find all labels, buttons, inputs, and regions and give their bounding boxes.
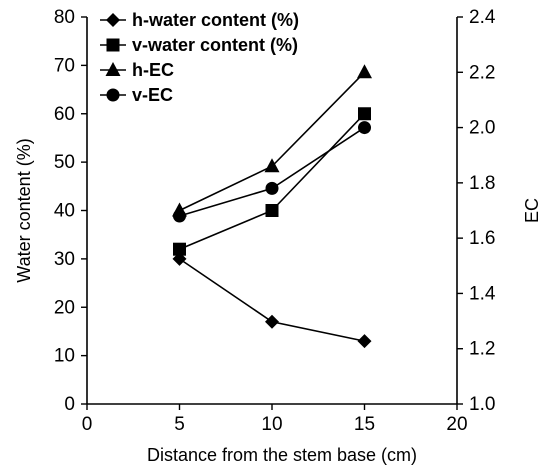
data-point xyxy=(173,242,186,256)
legend-item: v-EC xyxy=(100,85,173,105)
data-point xyxy=(265,204,279,217)
legend-label: v-water content (%) xyxy=(132,35,298,55)
y-left-tick-label: 0 xyxy=(64,394,75,415)
legend-label: v-EC xyxy=(132,85,173,105)
data-point xyxy=(173,209,186,223)
y-right-tick-label: 1.8 xyxy=(469,173,495,194)
legend: h-water content (%) v-water content (%) h-… xyxy=(100,10,299,105)
y-right-tick-label: 2.4 xyxy=(469,7,496,28)
series-layer xyxy=(172,64,372,349)
data-point xyxy=(358,107,371,121)
legend-label: h-EC xyxy=(132,60,174,80)
data-point xyxy=(265,181,279,195)
y-right-tick-label: 2.2 xyxy=(469,62,495,83)
x-axis-title: Distance from the stem base (cm) xyxy=(147,445,417,465)
legend-marker xyxy=(105,62,121,76)
legend-marker xyxy=(106,88,120,102)
y-left-tick-label: 40 xyxy=(54,201,75,222)
data-point xyxy=(264,158,280,173)
data-point xyxy=(358,121,371,135)
legend-label: h-water content (%) xyxy=(132,10,299,30)
y-left-tick-label: 20 xyxy=(54,297,75,318)
legend-item: h-water content (%) xyxy=(100,10,299,30)
legend-item: h-EC xyxy=(100,60,174,80)
series-line xyxy=(179,258,365,342)
series-circle xyxy=(173,121,371,223)
series-line xyxy=(179,113,366,250)
legend-marker xyxy=(106,38,120,52)
data-point xyxy=(265,314,279,329)
x-tick-label: 0 xyxy=(82,414,93,435)
y-left-axis-title: Water content (%) xyxy=(14,138,34,282)
y-right-tick-label: 1.0 xyxy=(469,394,495,415)
x-tick-label: 5 xyxy=(174,414,185,435)
y-right-tick-label: 2.0 xyxy=(469,118,495,139)
y-left-tick-label: 30 xyxy=(54,249,75,270)
x-tick-label: 20 xyxy=(446,414,467,435)
series-square xyxy=(173,107,371,256)
y-right-tick-label: 1.4 xyxy=(469,283,496,304)
series-diamond xyxy=(172,251,372,349)
data-point xyxy=(357,334,372,349)
legend-item: v-water content (%) xyxy=(100,35,298,55)
y-left-tick-label: 60 xyxy=(54,104,75,125)
y-left-tick-label: 50 xyxy=(54,152,75,173)
y-right-tick-label: 1.2 xyxy=(469,339,495,360)
axis-labels: Distance from the stem base (cm) Water co… xyxy=(14,138,542,465)
data-point xyxy=(357,64,372,79)
y-left-tick-label: 80 xyxy=(54,7,75,28)
y-left-tick-label: 10 xyxy=(54,346,75,367)
y-right-axis-title: EC xyxy=(522,198,542,223)
y-right-tick-label: 1.6 xyxy=(469,228,495,249)
y-left-tick-label: 70 xyxy=(54,55,75,76)
x-tick-label: 15 xyxy=(354,414,375,435)
axes: 0 5 10 15 20 0 10 20 30 40 50 60 70 80 1.0 1.2 1.4 1.6 1.8… xyxy=(54,7,496,435)
x-tick-label: 10 xyxy=(261,414,282,435)
legend-marker xyxy=(106,13,120,27)
